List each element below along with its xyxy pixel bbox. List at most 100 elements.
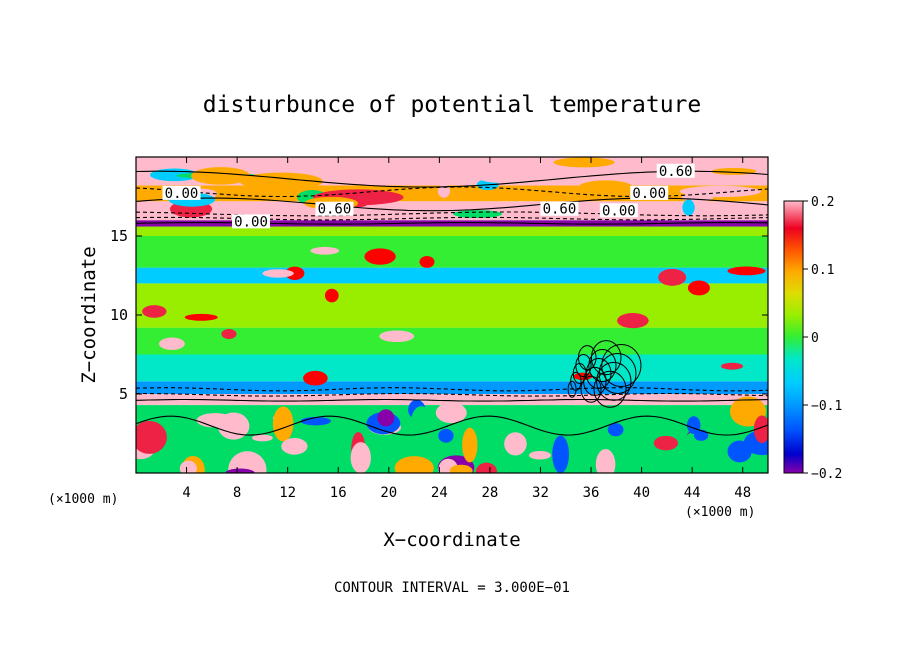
- field-feature: [310, 246, 340, 255]
- field-feature: [617, 313, 649, 329]
- contour-label: 0.00: [165, 186, 199, 202]
- y-axis-label: Z−coordinate: [78, 246, 100, 383]
- field-feature: [693, 429, 709, 441]
- contour-ring: [577, 345, 597, 371]
- field-band-8: [136, 226, 768, 236]
- y-tick-label: 15: [110, 227, 128, 245]
- field-feature: [682, 199, 695, 216]
- field-feature: [419, 255, 435, 268]
- x-unit-label-left: (×1000 m): [48, 492, 118, 507]
- contour-label-bg: [599, 203, 638, 218]
- colorbar-gradient: [783, 200, 804, 474]
- contour-label: 0.60: [543, 202, 577, 218]
- contour-line: [136, 415, 768, 436]
- contour-labels: 0.600.000.000.60 0.60 0.000.00: [162, 163, 695, 230]
- field-feature: [480, 175, 533, 184]
- x-tick-label: 4: [182, 485, 190, 501]
- field-feature: [377, 409, 395, 427]
- field-feature: [239, 172, 323, 191]
- field-feature: [379, 330, 415, 343]
- field-band-3: [136, 354, 768, 382]
- contour-label-bg: [630, 185, 669, 200]
- field-feature: [221, 329, 237, 339]
- field-feature: [262, 269, 294, 278]
- contour-label-bg: [232, 214, 271, 229]
- field-feature: [179, 460, 197, 473]
- field-feature: [595, 448, 616, 473]
- field-feature: [449, 464, 473, 473]
- field-band-1: [136, 394, 768, 406]
- colorbar-tick-label: −0.2: [811, 467, 842, 482]
- field-feature: [653, 435, 679, 451]
- contour-ring: [580, 375, 602, 403]
- field-feature: [438, 428, 454, 443]
- contour-ring: [567, 380, 577, 398]
- field-feature: [410, 406, 433, 442]
- field-feature: [552, 435, 570, 473]
- field-feature: [217, 412, 250, 440]
- colorbar-ticks: 0.2 0.1 0 −0.1 −0.2: [803, 195, 842, 482]
- contour-ring: [596, 361, 632, 401]
- contour-label: 0.60: [659, 164, 693, 180]
- contour-ring: [593, 370, 627, 408]
- field-feature: [252, 434, 273, 442]
- colorbar-tick-label: −0.1: [811, 399, 842, 414]
- colorbar-tick-label: 0.2: [811, 195, 834, 210]
- x-tick-label: 12: [279, 485, 296, 501]
- x-tick-label: 28: [481, 485, 498, 501]
- x-tick-label: 32: [532, 485, 549, 501]
- field-band-4: [136, 327, 768, 355]
- field-feature: [225, 468, 255, 473]
- field-feature: [285, 266, 305, 280]
- field-feature: [578, 180, 633, 194]
- field-feature: [281, 438, 308, 455]
- contour-ring: [601, 344, 642, 388]
- x-tick-label: 48: [734, 485, 751, 501]
- field-feature: [504, 432, 527, 456]
- contour-label-bg: [540, 201, 579, 216]
- field-band-9: [136, 220, 768, 227]
- field-band-5: [136, 283, 768, 328]
- field-feature: [158, 337, 185, 350]
- field-feature: [303, 370, 328, 386]
- field-feature: [184, 313, 218, 321]
- field-feature: [452, 210, 503, 218]
- field-feature: [727, 266, 766, 276]
- x-tick-label: 24: [431, 485, 448, 501]
- field-feature: [475, 462, 497, 473]
- field-feature: [462, 427, 478, 463]
- field-feature: [687, 280, 710, 296]
- y-tick-label: 10: [110, 306, 128, 324]
- contour-ring: [570, 371, 582, 391]
- x-axis-label: X−coordinate: [383, 529, 520, 551]
- colorbar-tick-label: 0: [811, 331, 819, 346]
- contour-label: 0.00: [602, 203, 636, 219]
- field-feature: [553, 157, 615, 168]
- contour-line: [136, 387, 768, 392]
- field-feature: [193, 438, 217, 445]
- field-feature: [607, 423, 624, 437]
- y-axis-ticks: 5 10 15: [110, 227, 768, 403]
- field-feature: [142, 305, 167, 318]
- contour-label-bg: [315, 201, 354, 216]
- colorbar: 0.2 0.1 0 −0.1 −0.2: [783, 195, 842, 482]
- field-feature: [191, 167, 251, 185]
- x-tick-label: 20: [380, 485, 397, 501]
- contour-line: [136, 392, 768, 397]
- contour-label: 0.00: [234, 214, 268, 230]
- field-feature: [528, 450, 551, 460]
- plot-area: [136, 157, 768, 473]
- x-tick-label: 40: [633, 485, 650, 501]
- chart-title: disturbunce of potential temperature: [203, 92, 702, 118]
- x-tick-label: 44: [684, 485, 701, 501]
- contour-ring: [575, 354, 592, 378]
- field-feature: [394, 456, 434, 473]
- field-feature: [753, 415, 768, 444]
- field-feature: [228, 451, 267, 473]
- x-tick-label: 36: [583, 485, 600, 501]
- contour-line: [136, 398, 768, 402]
- x-axis-ticks: 4 8 12 16 20 24 28 32 36 40 44 48: [182, 157, 751, 501]
- contour-interval-note: CONTOUR INTERVAL = 3.000E−01: [334, 580, 570, 596]
- field-band-2: [136, 381, 768, 394]
